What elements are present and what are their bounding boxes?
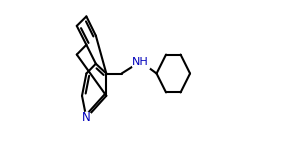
Text: N: N	[82, 111, 91, 124]
Text: NH: NH	[132, 57, 149, 67]
